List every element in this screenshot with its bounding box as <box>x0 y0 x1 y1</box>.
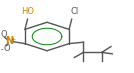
Text: HO: HO <box>21 7 34 16</box>
Text: -: - <box>1 45 3 54</box>
Text: O: O <box>3 44 10 53</box>
Text: +: + <box>10 37 15 42</box>
Text: Cl: Cl <box>71 7 79 16</box>
Text: O: O <box>0 30 7 39</box>
Text: N: N <box>5 36 13 46</box>
